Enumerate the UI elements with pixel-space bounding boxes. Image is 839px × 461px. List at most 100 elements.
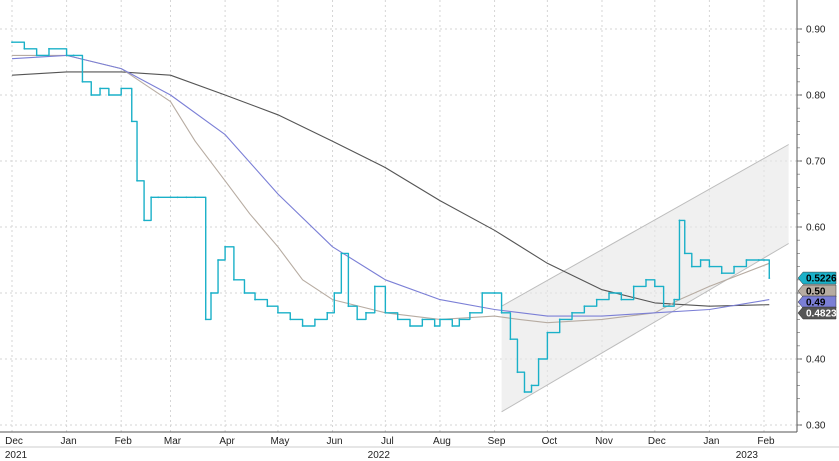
value-badge-label: 0.49 <box>806 298 826 309</box>
price-point <box>451 325 454 327</box>
price-point <box>384 311 387 314</box>
x-year-label: 2021 <box>5 450 28 461</box>
price-point <box>217 259 219 261</box>
price-point <box>333 292 336 294</box>
price-point <box>645 278 647 281</box>
x-tick-label: Dec <box>5 436 23 447</box>
y-tick-label: 0.60 <box>806 223 826 234</box>
price-point <box>662 305 665 308</box>
price-point <box>185 196 188 199</box>
price-point <box>254 298 256 301</box>
x-tick-label: Aug <box>433 436 451 447</box>
y-tick-label: 0.30 <box>806 421 826 432</box>
price-point <box>11 41 13 44</box>
price-point <box>326 311 329 314</box>
price-point <box>356 318 359 321</box>
price-point <box>99 87 101 90</box>
x-tick-label: Jan <box>61 436 77 447</box>
price-point <box>678 219 681 222</box>
x-year-label: 2023 <box>736 450 759 461</box>
x-tick-label: Oct <box>542 436 558 447</box>
value-badge: 0.50 <box>797 284 837 298</box>
y-tick-label: 0.70 <box>806 157 826 168</box>
value-badge-label: 0.4823 <box>806 309 837 320</box>
price-point <box>673 298 676 301</box>
x-tick-label: May <box>270 436 289 447</box>
x-tick-label: Feb <box>115 436 133 447</box>
price-point <box>608 292 610 294</box>
price-point <box>523 391 526 393</box>
price-point <box>433 325 436 327</box>
price-point <box>65 54 68 57</box>
channel-upper-line <box>501 144 789 307</box>
price-point <box>595 298 598 301</box>
price-point <box>468 311 471 314</box>
price-point <box>683 252 686 255</box>
price-point <box>583 305 586 308</box>
price-point <box>396 318 399 321</box>
price-point <box>81 80 84 83</box>
price-point <box>150 196 153 199</box>
value-badge-shape <box>797 295 837 309</box>
price-point <box>143 219 145 222</box>
price-point <box>530 384 533 387</box>
price-point <box>266 305 269 308</box>
price-point <box>500 311 503 314</box>
trend-channel <box>501 144 789 413</box>
price-point <box>210 292 212 294</box>
moving-average-line <box>11 71 770 307</box>
price-point <box>120 87 123 90</box>
price-point <box>289 318 292 321</box>
price-point <box>243 292 246 294</box>
price-series-line <box>12 41 770 393</box>
y-tick-label: 0.80 <box>806 91 826 102</box>
x-tick-label: Jul <box>381 436 394 447</box>
value-badge: 0.5226 <box>797 271 837 285</box>
x-year-label: 2022 <box>368 450 391 461</box>
price-point <box>373 285 376 288</box>
price-point <box>23 47 26 50</box>
x-tick-label: Sep <box>488 436 506 447</box>
x-tick-label: Jun <box>326 436 342 447</box>
price-point <box>720 272 723 275</box>
price-point <box>224 245 226 248</box>
price-point <box>708 265 711 268</box>
price-point <box>768 277 771 279</box>
price-point <box>169 196 172 199</box>
price-point <box>194 196 197 199</box>
price-point <box>301 325 304 327</box>
price-point <box>690 265 693 268</box>
price-point <box>347 305 350 308</box>
price-point <box>176 196 179 199</box>
price-point <box>421 318 424 321</box>
price-point <box>546 331 549 334</box>
price-point <box>365 311 367 314</box>
price-point <box>157 196 160 199</box>
value-badge-shape <box>797 271 837 285</box>
price-point <box>763 259 765 261</box>
value-badge-shape <box>797 306 837 320</box>
price-point <box>632 285 635 288</box>
price-point <box>745 259 748 261</box>
price-point <box>107 94 110 96</box>
tick-labels: Dec Jan Feb Mar Apr May Jun Jul Aug Sep Oct Nov Dec J… <box>5 25 826 461</box>
price-point <box>458 318 461 321</box>
x-tick-label: Dec <box>648 436 666 447</box>
price-point <box>35 54 38 57</box>
series-lines <box>11 41 771 393</box>
y-tick-label: 0.40 <box>806 355 826 366</box>
price-point <box>72 54 75 57</box>
value-badge: 0.4823 <box>797 306 837 320</box>
price-point <box>48 47 50 50</box>
price-point <box>653 285 656 288</box>
value-badge-label: 0.50 <box>806 287 826 298</box>
price-point <box>409 325 411 327</box>
price-point <box>314 318 316 321</box>
price-point <box>516 371 519 374</box>
x-tick-label: Apr <box>219 436 235 447</box>
price-point <box>439 318 441 321</box>
price-point <box>509 338 512 341</box>
value-badge-shape <box>797 284 837 298</box>
